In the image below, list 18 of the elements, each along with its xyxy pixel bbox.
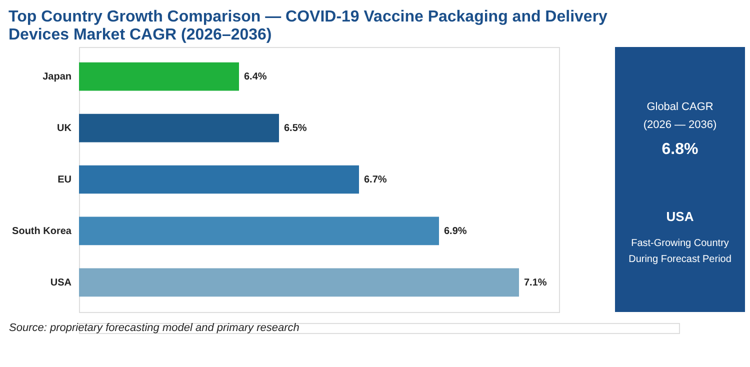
y-tick-label: South Korea bbox=[12, 226, 72, 237]
text: USA bbox=[666, 209, 694, 224]
data-label: 7.1% bbox=[524, 277, 547, 288]
chart-title: Top Country Growth Comparison — COVID-19 Vaccine Packaging and Delivery Devices Market CAGR (2026–2036) bbox=[8, 8, 608, 44]
data-label: 6.4% bbox=[244, 72, 267, 83]
text: During Forecast Period bbox=[628, 254, 732, 265]
text: Fast-Growing Country bbox=[631, 238, 729, 249]
source-note: Source: proprietary forecasting model and primary research bbox=[9, 322, 300, 334]
text: 6.8% bbox=[662, 141, 698, 158]
data-label: 6.7% bbox=[364, 174, 387, 186]
y-tick-label: USA bbox=[50, 277, 72, 288]
y-tick-label: EU bbox=[58, 174, 72, 186]
data-label: 6.9% bbox=[444, 226, 467, 237]
data-label: 6.5% bbox=[284, 123, 307, 134]
text: Global CAGR bbox=[646, 101, 714, 113]
text: (2026 — 2036) bbox=[643, 119, 717, 131]
y-tick-label: UK bbox=[57, 123, 72, 134]
y-tick-label: Japan bbox=[42, 72, 72, 83]
